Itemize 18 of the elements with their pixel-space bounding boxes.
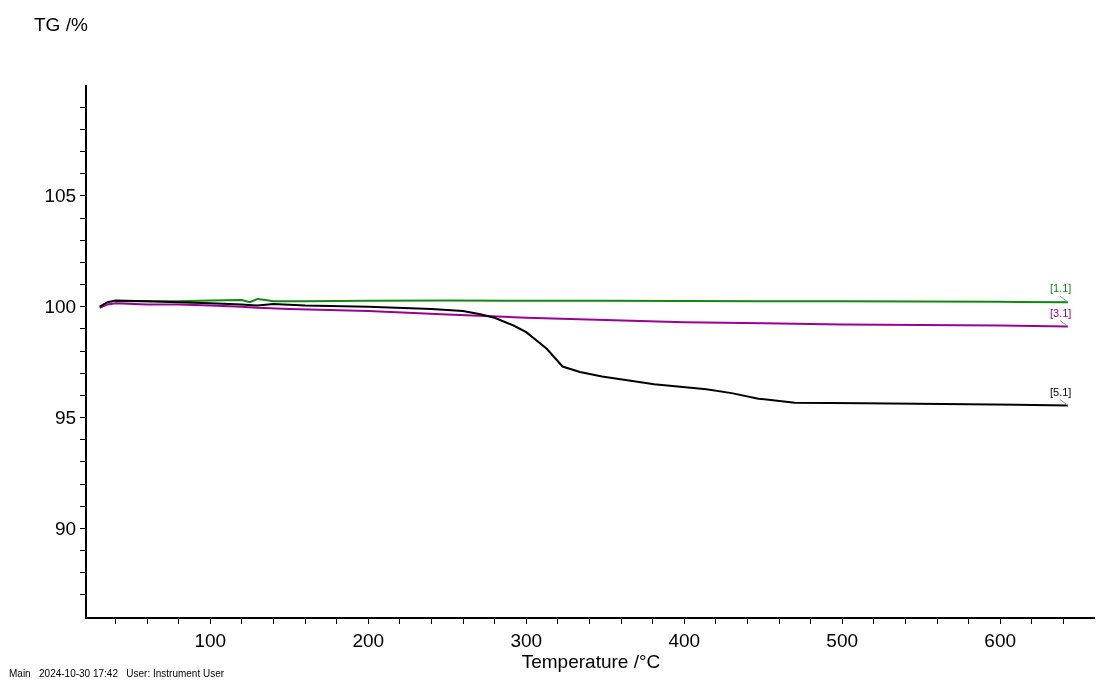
line-series: [98, 302, 1070, 328]
y-tick-label: 90: [55, 517, 77, 539]
x-tick-label: 300: [510, 629, 543, 651]
line-series: [98, 299, 1070, 407]
x-tick-label: 200: [352, 629, 385, 651]
x-tick-label: 100: [194, 629, 227, 651]
x-tick-label: 400: [668, 629, 701, 651]
y-axis-title: TG /%: [34, 14, 88, 35]
y-tick-label: 95: [55, 407, 77, 429]
series-label: [5.1]: [1050, 386, 1072, 398]
x-tick-label: 600: [984, 629, 1017, 651]
x-axis-title: Temperature /°C: [521, 650, 661, 672]
x-tick-label: 500: [826, 629, 859, 651]
y-tick-label: 105: [44, 185, 77, 207]
y-tick-label: 100: [44, 296, 77, 318]
series-label: [1.1]: [1050, 282, 1072, 294]
series-label: [3.1]: [1050, 307, 1072, 319]
text: Main 2024-10-30 17:42 User: Instrument User: [9, 668, 225, 679]
